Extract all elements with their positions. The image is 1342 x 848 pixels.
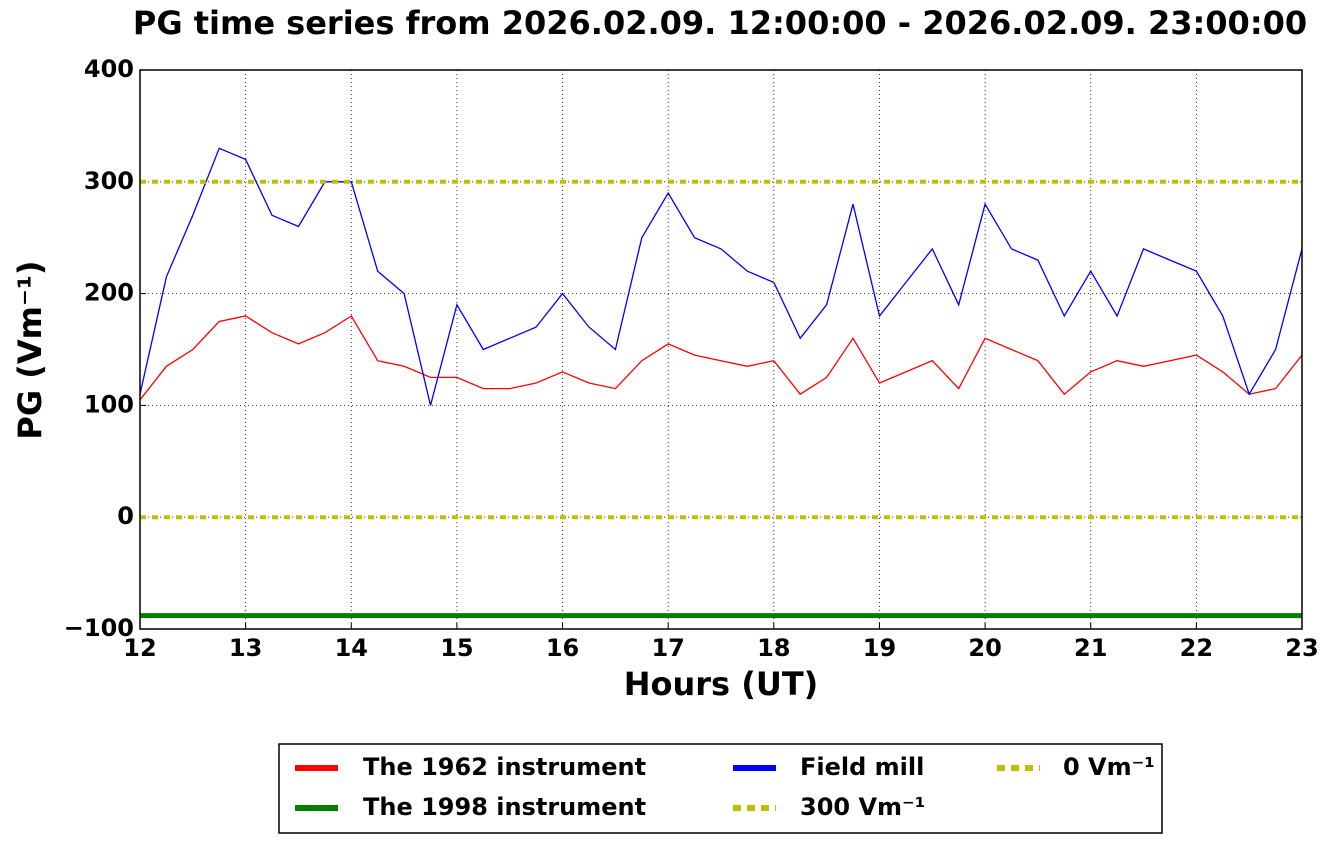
x-tick-label: 20 — [968, 634, 1001, 662]
x-tick-label: 22 — [1180, 634, 1213, 662]
plot-frame — [139, 69, 1303, 630]
x-tick-label: 16 — [546, 634, 579, 662]
series-line — [139, 147, 1303, 406]
legend-label: The 1998 instrument — [363, 793, 646, 821]
x-tick-label: 18 — [757, 634, 790, 662]
x-tick-label: 19 — [863, 634, 896, 662]
x-tick-label: 13 — [229, 634, 262, 662]
legend-label: Field mill — [800, 753, 924, 781]
y-axis-label: PG (Vm⁻¹) — [11, 260, 49, 439]
y-tick-label: 200 — [84, 279, 134, 307]
x-tick-label: 23 — [1285, 634, 1318, 662]
legend-box — [278, 743, 1163, 834]
y-tick-label: 100 — [84, 390, 134, 418]
legend-label: 0 Vm⁻¹ — [1063, 753, 1155, 781]
legend-label: The 1962 instrument — [363, 753, 646, 781]
x-tick-label: 21 — [1074, 634, 1107, 662]
x-axis-label: Hours (UT) — [624, 665, 819, 703]
y-tick-label: 300 — [84, 167, 134, 195]
x-tick-label: 15 — [440, 634, 473, 662]
x-tick-label: 12 — [123, 634, 156, 662]
legend-label: 300 Vm⁻¹ — [800, 793, 925, 821]
x-tick-label: 14 — [335, 634, 368, 662]
y-tick-label: 400 — [84, 55, 134, 83]
y-tick-label: −100 — [64, 614, 134, 642]
y-tick-label: 0 — [117, 502, 134, 530]
chart-title: PG time series from 2026.02.09. 12:00:00… — [133, 4, 1307, 42]
series-line — [139, 315, 1303, 401]
x-tick-label: 17 — [651, 634, 684, 662]
